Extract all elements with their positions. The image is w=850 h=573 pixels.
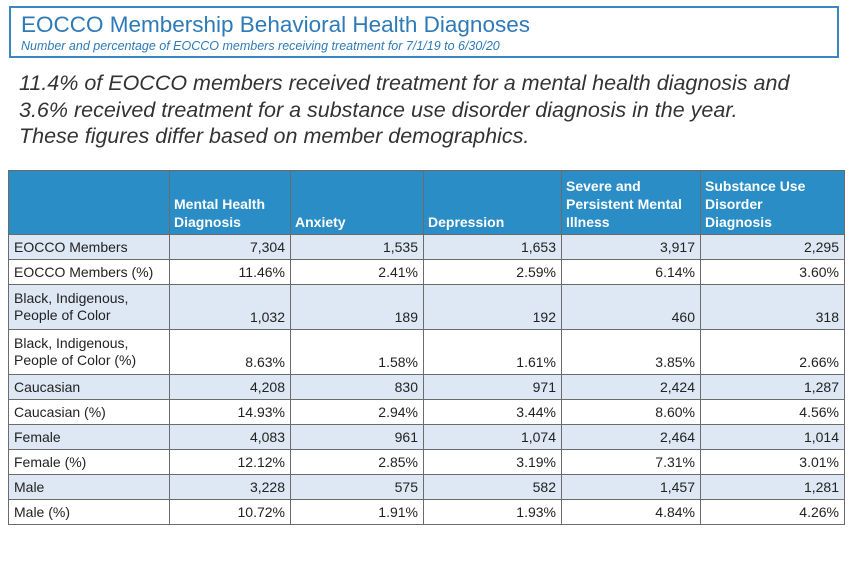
table-cell: 192 bbox=[423, 284, 562, 330]
table-cell: 971 bbox=[423, 374, 562, 400]
table-cell: 3.01% bbox=[700, 449, 845, 475]
column-header-substance-use: Substance Use Disorder Diagnosis bbox=[700, 170, 845, 235]
table-cell: 1,074 bbox=[423, 424, 562, 450]
table-cell: 3.44% bbox=[423, 399, 562, 425]
table-cell: 7.31% bbox=[561, 449, 701, 475]
column-header-line: Depression bbox=[428, 214, 505, 230]
table-cell: 3.85% bbox=[561, 329, 701, 375]
table-cell: 1,535 bbox=[290, 234, 424, 260]
row-label: Female bbox=[8, 424, 170, 450]
table-cell: 1,281 bbox=[700, 474, 845, 500]
row-label: EOCCO Members (%) bbox=[8, 259, 170, 285]
row-label-line: People of Color bbox=[14, 307, 111, 323]
table-row: Caucasian 4,208 830 971 2,424 1,287 bbox=[8, 374, 845, 400]
table-cell: 7,304 bbox=[169, 234, 291, 260]
table-cell: 10.72% bbox=[169, 499, 291, 525]
table-cell: 4,083 bbox=[169, 424, 291, 450]
column-header-line: Diagnosis bbox=[174, 214, 241, 230]
table-row: Female (%) 12.12% 2.85% 3.19% 7.31% 3.01… bbox=[8, 449, 845, 475]
table-cell: 2,295 bbox=[700, 234, 845, 260]
table-row: Caucasian (%) 14.93% 2.94% 3.44% 8.60% 4… bbox=[8, 399, 845, 425]
header-corner-cell bbox=[8, 170, 170, 235]
table-cell: 1.91% bbox=[290, 499, 424, 525]
table-cell: 3.60% bbox=[700, 259, 845, 285]
table-cell: 14.93% bbox=[169, 399, 291, 425]
row-label: Black, Indigenous, People of Color bbox=[8, 284, 170, 330]
column-header-line: Diagnosis bbox=[705, 214, 772, 230]
column-header-line: Persistent Mental bbox=[566, 196, 682, 212]
table-cell: 1,287 bbox=[700, 374, 845, 400]
table-cell: 3,228 bbox=[169, 474, 291, 500]
table-cell: 6.14% bbox=[561, 259, 701, 285]
headline-line: These figures differ based on member dem… bbox=[19, 124, 530, 148]
row-label: Caucasian (%) bbox=[8, 399, 170, 425]
table-row: Female 4,083 961 1,074 2,464 1,014 bbox=[8, 424, 845, 450]
table-cell: 1,457 bbox=[561, 474, 701, 500]
column-header-depression: Depression bbox=[423, 170, 562, 235]
table-cell: 830 bbox=[290, 374, 424, 400]
column-header-line: Substance Use bbox=[705, 178, 806, 194]
headline-line: 11.4% of EOCCO members received treatmen… bbox=[19, 71, 790, 95]
table-row: EOCCO Members 7,304 1,535 1,653 3,917 2,… bbox=[8, 234, 845, 260]
table-row: Black, Indigenous, People of Color 1,032… bbox=[8, 284, 845, 330]
table-cell: 575 bbox=[290, 474, 424, 500]
table-cell: 1.61% bbox=[423, 329, 562, 375]
table-row: Male (%) 10.72% 1.91% 1.93% 4.84% 4.26% bbox=[8, 499, 845, 525]
table-cell: 4.26% bbox=[700, 499, 845, 525]
table-row: Male 3,228 575 582 1,457 1,281 bbox=[8, 474, 845, 500]
table-cell: 318 bbox=[700, 284, 845, 330]
table-cell: 1.58% bbox=[290, 329, 424, 375]
title-box: EOCCO Membership Behavioral Health Diagn… bbox=[9, 6, 839, 58]
page-title: EOCCO Membership Behavioral Health Diagn… bbox=[21, 12, 530, 37]
row-label: Male bbox=[8, 474, 170, 500]
table-cell: 1.93% bbox=[423, 499, 562, 525]
table-cell: 189 bbox=[290, 284, 424, 330]
column-header-line: Disorder bbox=[705, 196, 763, 212]
table-cell: 4.84% bbox=[561, 499, 701, 525]
table-row: EOCCO Members (%) 11.46% 2.41% 2.59% 6.1… bbox=[8, 259, 845, 285]
table-cell: 2.94% bbox=[290, 399, 424, 425]
table-cell: 8.63% bbox=[169, 329, 291, 375]
row-label: EOCCO Members bbox=[8, 234, 170, 260]
table-cell: 582 bbox=[423, 474, 562, 500]
table-cell: 2.41% bbox=[290, 259, 424, 285]
table-cell: 4.56% bbox=[700, 399, 845, 425]
row-label: Caucasian bbox=[8, 374, 170, 400]
column-header-line: Illness bbox=[566, 214, 610, 230]
table-cell: 961 bbox=[290, 424, 424, 450]
table-cell: 2.59% bbox=[423, 259, 562, 285]
table-cell: 460 bbox=[561, 284, 701, 330]
table-cell: 4,208 bbox=[169, 374, 291, 400]
row-label: Black, Indigenous, People of Color (%) bbox=[8, 329, 170, 375]
headline-line: 3.6% received treatment for a substance … bbox=[19, 97, 738, 122]
table-cell: 11.46% bbox=[169, 259, 291, 285]
column-header-spmi: Severe and Persistent Mental Illness bbox=[561, 170, 701, 235]
row-label-line: Black, Indigenous, bbox=[14, 335, 129, 351]
column-header-line: Anxiety bbox=[295, 214, 346, 230]
table-cell: 3.19% bbox=[423, 449, 562, 475]
page-subtitle: Number and percentage of EOCCO members r… bbox=[21, 39, 500, 53]
table-cell: 1,014 bbox=[700, 424, 845, 450]
table-cell: 2,464 bbox=[561, 424, 701, 450]
column-header-anxiety: Anxiety bbox=[290, 170, 424, 235]
table-cell: 1,653 bbox=[423, 234, 562, 260]
row-label: Male (%) bbox=[8, 499, 170, 525]
table-cell: 2,424 bbox=[561, 374, 701, 400]
row-label: Female (%) bbox=[8, 449, 170, 475]
table-cell: 2.66% bbox=[700, 329, 845, 375]
column-header-line: Mental Health bbox=[174, 196, 266, 212]
diagnoses-table: Mental Health Diagnosis Anxiety Depressi… bbox=[8, 170, 845, 525]
row-label-line: People of Color (%) bbox=[14, 352, 137, 368]
table-cell: 8.60% bbox=[561, 399, 701, 425]
column-header-line: Severe and bbox=[566, 178, 641, 194]
table-row: Black, Indigenous, People of Color (%) 8… bbox=[8, 329, 845, 375]
row-label-line: Black, Indigenous, bbox=[14, 290, 129, 306]
summary-headline: 11.4% of EOCCO members received treatmen… bbox=[19, 70, 839, 150]
table-cell: 12.12% bbox=[169, 449, 291, 475]
table-cell: 2.85% bbox=[290, 449, 424, 475]
table-cell: 1,032 bbox=[169, 284, 291, 330]
table-header-row: Mental Health Diagnosis Anxiety Depressi… bbox=[8, 170, 845, 235]
table-cell: 3,917 bbox=[561, 234, 701, 260]
column-header-mental-health: Mental Health Diagnosis bbox=[169, 170, 291, 235]
